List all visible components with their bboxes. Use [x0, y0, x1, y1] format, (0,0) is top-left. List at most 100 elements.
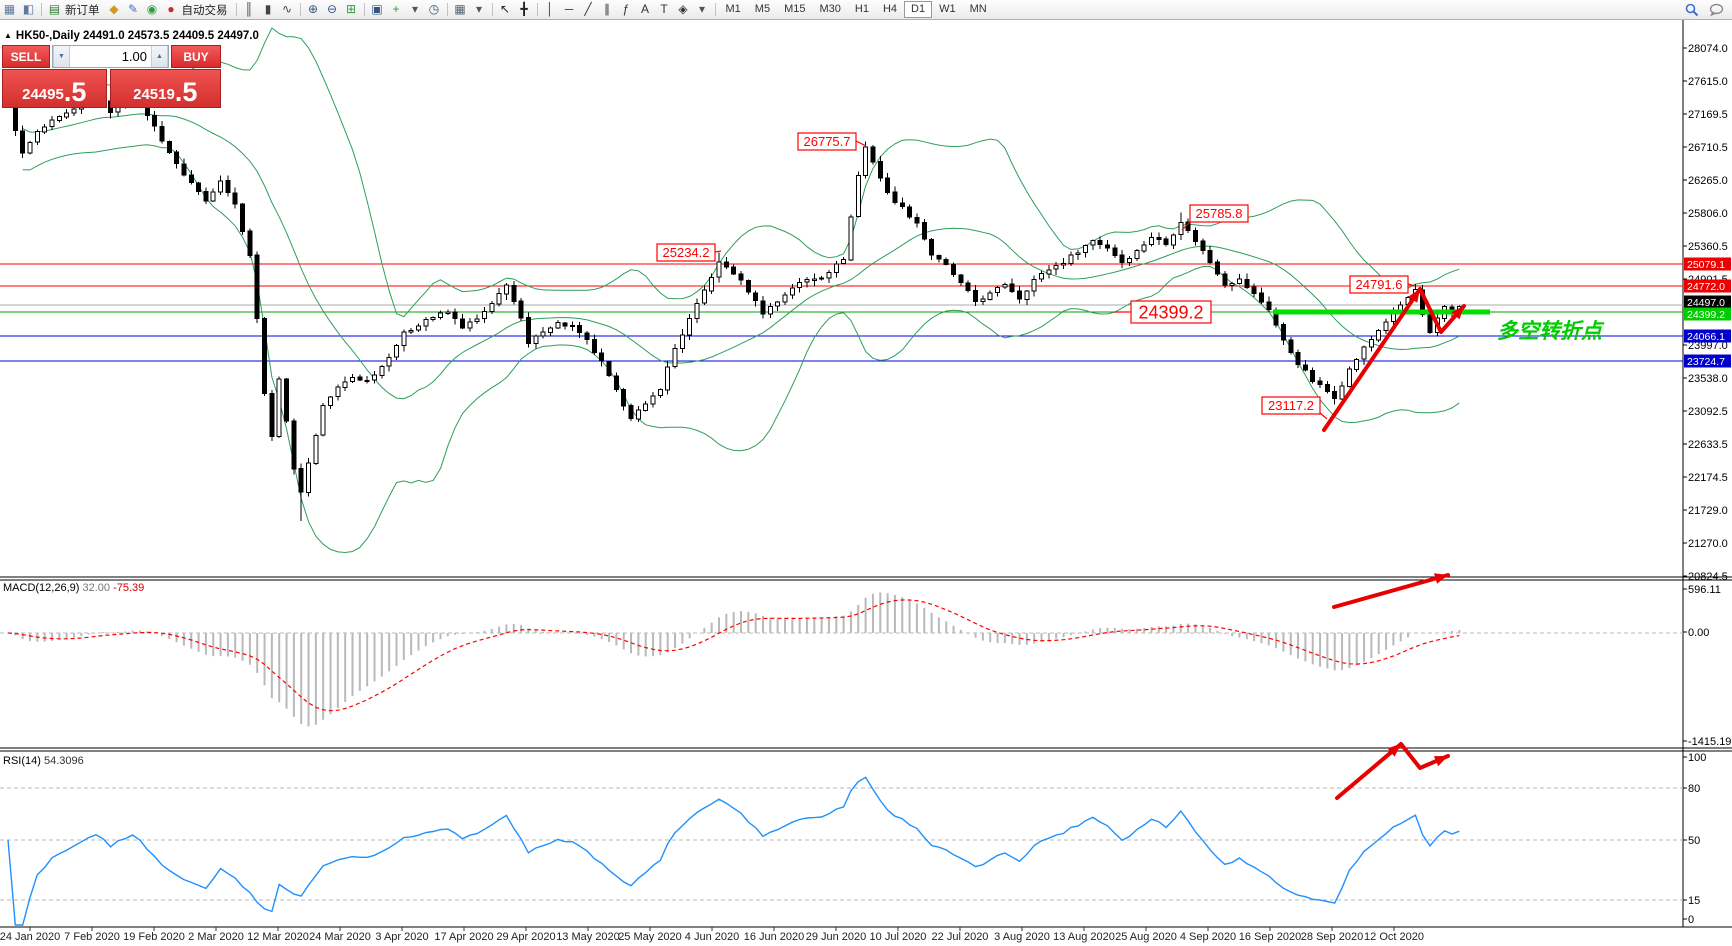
- fibonacci-icon[interactable]: ƒ: [622, 2, 630, 16]
- timeframe-M30[interactable]: M30: [819, 3, 841, 15]
- metaeditor-icon[interactable]: ✎: [127, 2, 139, 16]
- buy-price-button[interactable]: 24519.5: [109, 69, 221, 108]
- signals-icon[interactable]: ◉: [146, 2, 158, 16]
- line-chart-icon[interactable]: ∿: [281, 2, 293, 16]
- toolbar-separator: [299, 3, 301, 16]
- templates-icon[interactable]: ▦: [454, 2, 466, 16]
- cn-turning-point-label: 多空转折点: [1497, 319, 1605, 343]
- candlestick-icon[interactable]: ▮: [264, 2, 272, 16]
- text-label-icon[interactable]: T: [660, 2, 668, 16]
- date-label: 24 Jan 2020: [0, 931, 60, 943]
- price-callout: 25785.8: [1196, 206, 1243, 221]
- rsi-label: RSI(14) 54.3096: [3, 755, 84, 767]
- axis-price-badge: 24772.0: [1687, 281, 1725, 293]
- timeframe-H4[interactable]: H4: [882, 3, 897, 15]
- dropdown-arrow-icon[interactable]: ▾: [475, 2, 483, 16]
- axis-price-label: 26710.5: [1688, 142, 1728, 154]
- collapse-marker-icon[interactable]: ▲: [4, 31, 12, 40]
- cursor-icon[interactable]: ↖: [499, 2, 511, 16]
- vertical-line-icon[interactable]: │: [546, 2, 554, 16]
- trendline-icon[interactable]: ╱: [584, 2, 592, 16]
- new-chart-icon[interactable]: ▦: [3, 2, 16, 16]
- annotations: 多空转折点 26775.7 25234.2 25785.8 24791.6 24399.2…: [656, 132, 1605, 432]
- price-callout: 24399.2: [1138, 302, 1203, 322]
- axis-price-badge: 25079.1: [1687, 259, 1725, 271]
- one-click-trade-panel: SELL ▼ 1.00 ▲ BUY 24495.5 24519.5: [2, 45, 221, 108]
- date-label: 19 Feb 2020: [123, 931, 185, 943]
- dropdown-arrow-icon[interactable]: ▾: [698, 2, 706, 16]
- volume-value[interactable]: 1.00: [121, 49, 147, 64]
- candlestick-series: [5, 91, 1462, 521]
- date-label: 29 Jun 2020: [806, 931, 867, 943]
- axis-price-badge: 24497.0: [1687, 297, 1725, 309]
- axis-price-label: 26265.0: [1688, 175, 1728, 187]
- macd-axis-label: 596.11: [1688, 584, 1721, 596]
- timeframe-H1[interactable]: H1: [854, 3, 869, 15]
- timeframe-M15[interactable]: M15: [784, 3, 806, 15]
- date-label: 13 May 2020: [556, 931, 620, 943]
- macd-label: MACD(12,26,9) 32.00 -75.39: [3, 582, 144, 594]
- axis-price-label: 21270.0: [1688, 538, 1728, 550]
- autotrading-label[interactable]: 自动交易: [181, 4, 228, 17]
- macd-axis-label: -1415.19: [1688, 736, 1731, 748]
- timeframe-M1[interactable]: M1: [725, 3, 741, 15]
- auto-arrange-icon[interactable]: ▣: [371, 2, 383, 16]
- crosshair-icon[interactable]: ╋: [520, 2, 528, 16]
- price-axis: 28074.0 27615.0 27169.5 26710.5 26265.0 25806…: [1683, 43, 1731, 583]
- axis-price-label: 20824.5: [1688, 571, 1728, 583]
- shapes-icon[interactable]: ◈: [678, 2, 688, 16]
- new-order-icon[interactable]: ▤: [48, 2, 61, 16]
- sell-price-pip: .5: [63, 77, 87, 107]
- date-label: 13 Aug 2020: [1053, 931, 1115, 943]
- dropdown-arrow-icon[interactable]: ▾: [411, 2, 419, 16]
- axis-price-label: 25360.5: [1688, 241, 1728, 253]
- timeframe-W1[interactable]: W1: [939, 3, 956, 15]
- text-icon[interactable]: A: [640, 2, 649, 16]
- axis-price-label: 28074.0: [1688, 43, 1728, 55]
- search-icon[interactable]: [1682, 0, 1701, 19]
- macd-axis-label: 0.00: [1688, 627, 1709, 639]
- equidistant-channel-icon[interactable]: ∥: [604, 2, 610, 16]
- date-label: 22 Jul 2020: [932, 931, 989, 943]
- tile-windows-icon[interactable]: ⊞: [345, 2, 357, 16]
- bar-chart-icon[interactable]: ║: [244, 2, 254, 16]
- sell-price-main: 24495: [22, 86, 64, 103]
- date-axis: 24 Jan 2020 7 Feb 2020 19 Feb 2020 2 Mar 20…: [0, 927, 1424, 943]
- toolbar-separator: [235, 3, 237, 16]
- add-indicator-icon[interactable]: +: [392, 2, 400, 16]
- rsi-axis-label: 80: [1688, 783, 1700, 795]
- new-order-label[interactable]: 新订单: [65, 4, 100, 17]
- date-label: 4 Sep 2020: [1180, 931, 1236, 943]
- period-clock-icon[interactable]: ◷: [428, 2, 440, 16]
- axis-price-label: 23538.0: [1688, 373, 1728, 385]
- axis-price-label: 22633.5: [1688, 439, 1728, 451]
- date-label: 2 Mar 2020: [188, 931, 244, 943]
- rsi-axis-label: 100: [1688, 752, 1706, 764]
- buy-button[interactable]: BUY: [171, 45, 221, 68]
- timeframe-D1[interactable]: D1: [904, 1, 933, 18]
- chat-icon[interactable]: [1707, 0, 1726, 19]
- rsi-axis-label: 50: [1688, 835, 1700, 847]
- timeframe-M5[interactable]: M5: [754, 3, 771, 15]
- zoom-out-icon[interactable]: ⊖: [326, 2, 338, 16]
- date-label: 28 Sep 2020: [1301, 931, 1363, 943]
- date-label: 3 Apr 2020: [375, 931, 428, 943]
- sell-price-button[interactable]: 24495.5: [2, 69, 107, 108]
- date-label: 29 Apr 2020: [496, 931, 555, 943]
- sell-button[interactable]: SELL: [2, 45, 50, 68]
- rsi-axis-label: 0: [1688, 914, 1694, 926]
- horizontal-line-icon[interactable]: ─: [564, 2, 574, 16]
- volume-spinner[interactable]: ▼ 1.00 ▲: [52, 45, 169, 68]
- zoom-in-icon[interactable]: ⊕: [307, 2, 319, 16]
- toolbar-separator: [363, 3, 365, 16]
- toolbar-separator: [714, 3, 716, 16]
- date-label: 25 May 2020: [618, 931, 682, 943]
- volume-decrease-icon[interactable]: ▼: [53, 46, 70, 67]
- profiles-icon[interactable]: ◧: [22, 2, 35, 16]
- autotrading-icon[interactable]: ●: [167, 2, 175, 16]
- volume-increase-icon[interactable]: ▲: [151, 46, 168, 67]
- axis-price-label: 23092.5: [1688, 406, 1728, 418]
- market-watch-icon[interactable]: ◆: [109, 2, 119, 16]
- top-toolbar: ▦ ◧ ▤ 新订单 ◆ ✎ ◉ ● 自动交易 ║ ▮ ∿ ⊕ ⊖ ⊞ ▣ + ▾ ◷ ▦ ▾ ↖ ╋ │ ─ ╱ ∥ ƒ A T ◈ ▾ M1 M…: [0, 0, 1732, 20]
- timeframe-MN[interactable]: MN: [969, 3, 987, 15]
